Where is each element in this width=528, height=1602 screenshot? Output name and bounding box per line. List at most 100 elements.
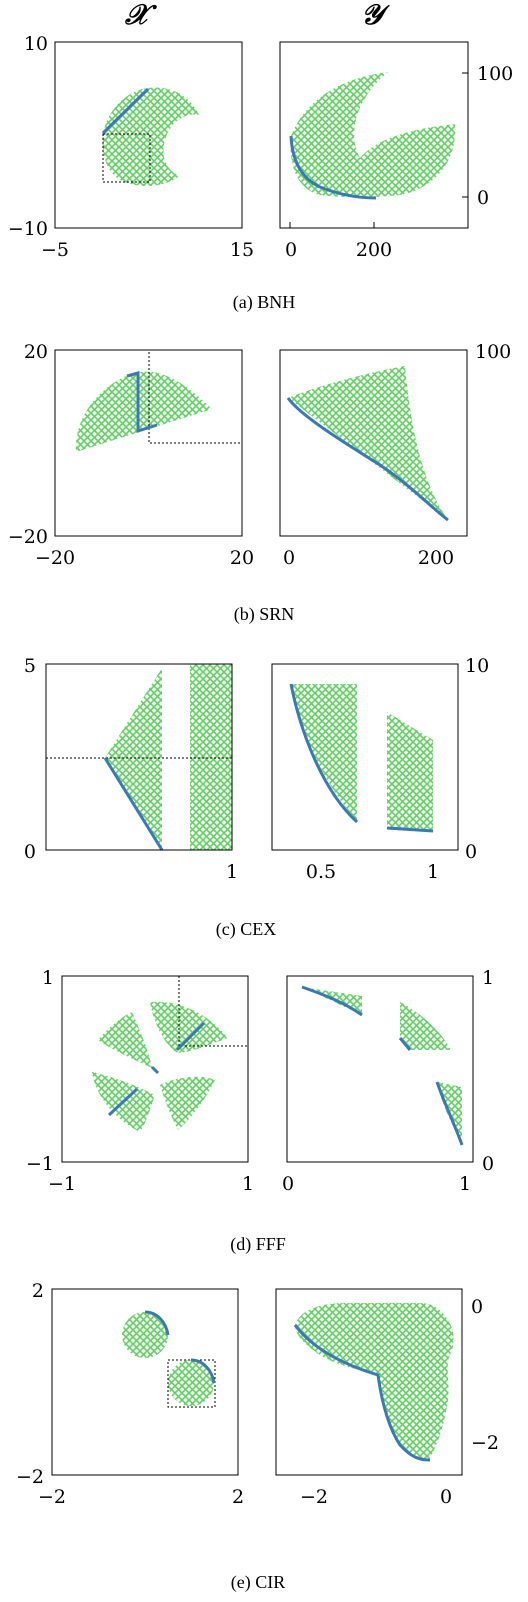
panel-srn: −20 20 −20 20 0 200 100 (b) SRN [8,341,511,625]
cex-left-xtick-0: 1 [226,861,238,883]
fff-left-front-2 [107,1087,139,1117]
cir-left-ytick-0: −2 [16,1466,44,1488]
fff-left-ytick-1: 1 [42,967,54,989]
fff-right-frame [286,975,474,1163]
cex-right-xtick-0: 0.5 [306,861,336,883]
bnh-right-region [290,72,456,198]
srn-left-plot: −20 20 −20 20 [8,341,254,569]
cex-left-strip [190,664,232,850]
srn-left-xtick-1: 20 [230,547,254,569]
fff-right-front-3 [435,1081,464,1146]
srn-right-front [286,397,449,522]
fff-right-region-2 [400,1002,451,1050]
cir-right-region [295,1303,454,1460]
cex-left-front [103,757,164,851]
bnh-caption: (a) BNH [233,292,295,313]
cir-right-frame [275,1288,463,1476]
cir-right-ytick-0: 0 [471,1296,483,1318]
fff-right-plot: 0 1 0 1 [282,967,494,1195]
bnh-right-plot: 0 200 0 100 [279,41,513,261]
srn-left-ytick-0: −20 [8,526,48,548]
fff-caption: (d) FFF [230,1234,286,1255]
srn-left-frame [54,349,243,537]
header-y: 𝒴 [361,0,390,31]
bnh-right-ytick-1: 100 [477,63,513,85]
cex-right-xtick-1: 1 [427,861,439,883]
fff-left-lens-2 [150,1001,228,1053]
cir-caption: (e) CIR [231,1572,285,1593]
panel-cex: 1 0 5 0.5 1 0 1 0 (c) CEX [24,655,489,940]
srn-left-ytick-1: 20 [24,341,48,363]
srn-left-xtick-0: −20 [35,547,75,569]
srn-left-region [75,371,212,452]
fff-left-xtick-0: −1 [48,1173,76,1195]
fff-left-lens-4 [160,1076,215,1130]
srn-right-region [288,366,448,520]
bnh-right-xtick-0: 0 [285,239,297,261]
bnh-left-frame [54,41,243,229]
srn-right-frame [279,349,468,537]
cir-left-front-1 [144,1310,170,1336]
fff-right-xtick-0: 0 [282,1173,294,1195]
srn-right-plot: 0 200 100 [279,341,511,569]
cex-right-region-1 [291,684,357,822]
bnh-left-box [102,133,151,183]
bnh-left-front [101,87,150,135]
cex-right-frame [271,663,459,851]
panel-cir: −2 2 −2 2 −2 0 0 −2 (e) CIR [16,1280,499,1593]
bnh-left-xtick-0: −5 [41,239,69,261]
cir-left-plot: −2 2 −2 2 [16,1280,244,1508]
cex-right-region-2 [387,712,433,831]
fff-left-front-3 [150,1065,160,1075]
cir-left-xtick-1: 2 [232,1486,244,1508]
srn-right-xtick-1: 200 [418,547,454,569]
fff-left-ytick-0: −1 [26,1153,54,1175]
bnh-left-xtick-1: 15 [230,239,254,261]
fff-left-xtick-1: 1 [242,1173,254,1195]
cir-left-disk-1 [122,1312,168,1358]
cex-left-frame [45,663,233,851]
cir-left-xtick-0: −2 [38,1486,66,1508]
cex-caption: (c) CEX [216,919,276,940]
bnh-right-xtick-1: 200 [356,239,392,261]
cir-left-disk-2 [168,1360,214,1406]
fff-left-frame [61,975,249,1163]
cir-right-xtick-0: −2 [300,1486,328,1508]
srn-right-xtick-0: 0 [283,547,295,569]
fff-right-ytick-0: 0 [482,1153,494,1175]
panel-bnh: −5 15 −10 10 0 200 0 100 (a) BNH [8,33,513,313]
cex-left-plot: 1 0 5 [24,655,238,883]
bnh-left-region [102,87,199,187]
cir-left-ytick-1: 2 [32,1280,44,1302]
srn-caption: (b) SRN [234,604,295,625]
fff-right-xtick-1: 1 [459,1173,471,1195]
bnh-right-ytick-0: 0 [477,187,489,209]
bnh-right-front [289,135,377,200]
fff-right-front-2 [398,1037,412,1051]
bnh-left-ytick-1: 10 [24,33,48,55]
cex-left-ytick-0: 0 [24,841,36,863]
cir-right-ytick-1: −2 [471,1432,499,1454]
panel-fff: −1 1 −1 1 0 1 0 1 (d) FFF [26,967,494,1255]
cex-right-front-1 [289,683,359,824]
fff-left-plot: −1 1 −1 1 [26,967,254,1195]
cex-right-ytick-0: 0 [465,841,477,863]
fff-left-front-1 [175,1021,206,1052]
bnh-left-ytick-0: −10 [8,218,48,240]
fff-left-lens-1 [98,1012,152,1068]
cir-left-front-2 [190,1358,216,1384]
fff-right-ytick-1: 1 [482,967,494,989]
cir-left-box [167,1359,216,1408]
bnh-left-plot: −5 15 −10 10 [8,33,254,261]
fff-right-region-1 [302,987,362,1015]
cex-right-plot: 0.5 1 0 10 [271,655,489,883]
srn-right-ytick-0: 100 [475,341,511,363]
cir-right-plot: −2 0 0 −2 [275,1288,499,1508]
cir-left-frame [51,1288,239,1476]
cex-left-region [105,668,162,850]
fff-right-front-1 [301,985,363,1017]
cir-right-front [293,1324,431,1462]
header-x: 𝒳 [124,0,158,31]
cir-right-xtick-1: 0 [440,1486,452,1508]
